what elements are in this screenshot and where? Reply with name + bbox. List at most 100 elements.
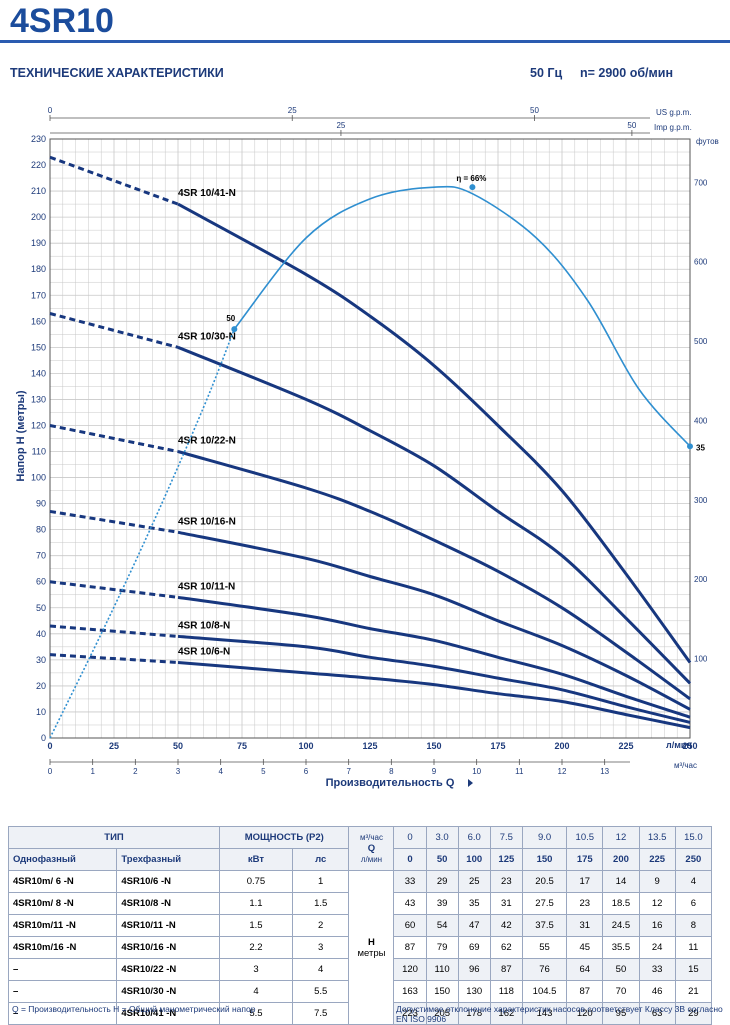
q-lpm-7: 225 bbox=[638, 848, 676, 871]
q-lpm-8: 250 bbox=[674, 848, 713, 871]
footer-tolerance: Допустимое отклонение характеристик насо… bbox=[396, 1004, 723, 1024]
y-right-axis-label: футов bbox=[696, 137, 719, 146]
us-tick-label: 0 bbox=[48, 106, 53, 115]
feet-tick-label: 400 bbox=[694, 416, 708, 425]
efficiency-point-label: 50 bbox=[226, 314, 235, 323]
y-tick-label: 110 bbox=[32, 447, 46, 457]
table-cell: 33 bbox=[638, 958, 676, 981]
pump-curve-dashed bbox=[49, 424, 179, 453]
chart-axes: 0102030405060708090100110120130140150160… bbox=[31, 106, 708, 776]
table-cell: 50 bbox=[602, 958, 640, 981]
y-tick-label: 100 bbox=[31, 473, 46, 483]
efficiency-point-label: 35 bbox=[696, 443, 705, 452]
feet-tick-label: 200 bbox=[694, 575, 708, 584]
table-cell: 23 bbox=[489, 870, 523, 893]
q-header: м³/час Q л/мин bbox=[348, 826, 395, 871]
efficiency-curve-solid bbox=[233, 185, 691, 447]
pump-curves: 4SR 10/41-N 4SR 10/30-N 4SR 10/22-N 4SR 10/… bbox=[49, 155, 692, 730]
q-lpm-3: 125 bbox=[489, 848, 523, 871]
y-tick-label: 20 bbox=[36, 681, 46, 691]
table-cell: 64 bbox=[566, 958, 604, 981]
frequency-label: 50 Гц bbox=[530, 66, 563, 80]
m3h-tick-label: 6 bbox=[304, 767, 309, 776]
y-tick-label: 190 bbox=[31, 238, 46, 248]
y-tick-label: 10 bbox=[36, 707, 46, 717]
table-cell: 0.75 bbox=[219, 870, 293, 893]
y-tick-label: 60 bbox=[36, 577, 46, 587]
x-tick-label: 100 bbox=[298, 741, 313, 751]
x-tick-label: 225 bbox=[618, 741, 633, 751]
curve-label: 4SR 10/22-N bbox=[178, 436, 236, 447]
table-cell: 54 bbox=[425, 914, 459, 937]
table-cell: 4 bbox=[219, 980, 293, 1003]
table-cell: 150 bbox=[425, 980, 459, 1003]
table-cell: 24.5 bbox=[602, 914, 640, 937]
table-cell: 4SR10m/ 8 -N bbox=[7, 892, 118, 915]
x-tick-label: 200 bbox=[554, 741, 569, 751]
h-unit: метры bbox=[357, 947, 386, 959]
table-cell: 4SR10/8 -N bbox=[116, 892, 221, 915]
efficiency-marker bbox=[687, 443, 693, 450]
pump-curve-dashed bbox=[49, 155, 179, 206]
table-cell: – bbox=[7, 958, 118, 981]
table-cell: 4SR10m/ 6 -N bbox=[7, 870, 118, 893]
m3h-tick-label: 7 bbox=[346, 767, 351, 776]
x-unit-imp: Imp g.p.m. bbox=[654, 123, 692, 132]
table-cell: 14 bbox=[602, 870, 640, 893]
table-cell: 55 bbox=[521, 936, 568, 959]
table-cell: 35.5 bbox=[602, 936, 640, 959]
plot-frame bbox=[49, 138, 691, 739]
table-cell: 23 bbox=[566, 892, 604, 915]
feet-tick-label: 300 bbox=[694, 496, 708, 505]
table-cell: 4SR10/11 -N bbox=[116, 914, 221, 937]
table-cell: 7.5 bbox=[291, 1002, 350, 1025]
y-tick-label: 220 bbox=[31, 160, 46, 170]
x-tick-label: 175 bbox=[490, 741, 505, 751]
feet-tick-label: 500 bbox=[694, 337, 708, 346]
y-tick-label: 120 bbox=[31, 420, 46, 430]
pump-curve-dashed bbox=[49, 653, 179, 664]
y-tick-label: 0 bbox=[41, 733, 46, 743]
m3h-tick-label: 13 bbox=[600, 767, 609, 776]
x-tick-label: 75 bbox=[237, 741, 247, 751]
speed-label: n= 2900 об/мин bbox=[580, 66, 673, 80]
feet-tick-label: 100 bbox=[694, 655, 708, 664]
table-cell: 25 bbox=[457, 870, 491, 893]
table-cell: 1.1 bbox=[219, 892, 293, 915]
table-cell: 31 bbox=[566, 914, 604, 937]
x-axis-arrow-icon bbox=[468, 779, 473, 787]
m3h-tick-label: 5 bbox=[261, 767, 266, 776]
feet-tick-label: 600 bbox=[694, 258, 708, 267]
y-tick-label: 40 bbox=[36, 629, 46, 639]
title-rule bbox=[0, 40, 730, 43]
y-tick-label: 130 bbox=[31, 394, 46, 404]
m3h-tick-label: 3 bbox=[176, 767, 181, 776]
three-phase-header: Трехфазный bbox=[116, 848, 221, 871]
m3h-tick-label: 9 bbox=[432, 767, 437, 776]
q-lpm-2: 100 bbox=[457, 848, 491, 871]
table-cell: 4SR10/6 -N bbox=[116, 870, 221, 893]
q-m3h-1: 3.0 bbox=[425, 826, 459, 849]
table-cell: 76 bbox=[521, 958, 568, 981]
efficiency-marker bbox=[469, 184, 476, 191]
pump-curve-dashed bbox=[49, 580, 179, 599]
q-lpm-unit: л/мин bbox=[360, 855, 383, 864]
table-cell: 12 bbox=[638, 892, 676, 915]
q-lpm-5: 175 bbox=[566, 848, 604, 871]
table-cell: 4SR10/22 -N bbox=[116, 958, 221, 981]
table-cell: 42 bbox=[489, 914, 523, 937]
model-title: 4SR10 bbox=[10, 2, 114, 40]
table-cell: 4SR10/16 -N bbox=[116, 936, 221, 959]
table-row: –4SR10/30 -N 4 5.5 163 150 130 118 104.5 87 70 46 2… bbox=[7, 980, 713, 1003]
pump-curve bbox=[177, 450, 691, 701]
x-axis-label: Производительность Q bbox=[326, 777, 455, 789]
table-cell: 20.5 bbox=[521, 870, 568, 893]
table-cell: 2.2 bbox=[219, 936, 293, 959]
pump-curve bbox=[177, 595, 691, 719]
table-cell: 110 bbox=[425, 958, 459, 981]
table-cell: 96 bbox=[457, 958, 491, 981]
y-tick-label: 200 bbox=[31, 212, 46, 222]
table-cell: 16 bbox=[638, 914, 676, 937]
